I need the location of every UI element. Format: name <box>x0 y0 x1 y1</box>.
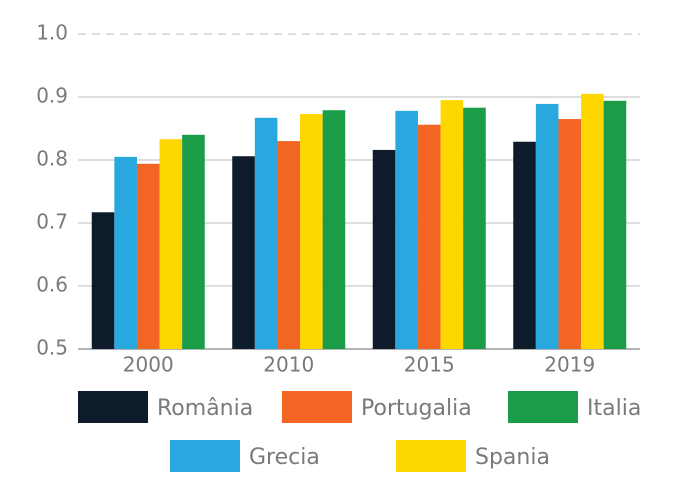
bar <box>136 163 160 349</box>
legend-swatch <box>396 440 466 472</box>
legend-label: Italia <box>587 396 641 421</box>
bar <box>300 114 323 349</box>
x-tick-label: 2015 <box>404 353 455 377</box>
x-tick-label: 2019 <box>544 353 595 377</box>
bar <box>372 149 396 349</box>
bar <box>463 107 486 350</box>
bar <box>417 124 441 349</box>
legend-label: Spania <box>475 445 550 470</box>
bar <box>277 141 301 349</box>
bar <box>603 100 627 349</box>
legend-label: Grecia <box>249 445 320 470</box>
y-tick-label: 0.5 <box>36 336 68 360</box>
bar <box>322 110 346 349</box>
x-tick-label: 2010 <box>263 353 314 377</box>
legend-swatch <box>282 391 352 423</box>
bar <box>114 156 137 349</box>
legend-swatch <box>170 440 240 472</box>
bar <box>581 93 604 349</box>
bar <box>254 117 278 349</box>
bar <box>535 103 559 350</box>
bar <box>182 134 205 349</box>
bar <box>232 156 255 349</box>
bar <box>440 100 464 350</box>
y-tick-label: 1.0 <box>36 21 68 45</box>
x-tick-label: 2000 <box>123 353 174 377</box>
bar <box>558 119 582 349</box>
bar <box>91 212 115 349</box>
legend-swatch <box>508 391 578 423</box>
legend-swatch <box>78 391 148 423</box>
y-tick-label: 0.7 <box>36 210 68 234</box>
y-tick-label: 0.8 <box>36 147 68 171</box>
legend-label: Portugalia <box>361 396 472 421</box>
bar <box>159 139 183 349</box>
y-tick-label: 0.6 <box>36 273 68 297</box>
bar <box>395 110 418 349</box>
bar <box>513 141 536 349</box>
legend-label: România <box>157 396 253 421</box>
y-tick-label: 0.9 <box>36 84 68 108</box>
